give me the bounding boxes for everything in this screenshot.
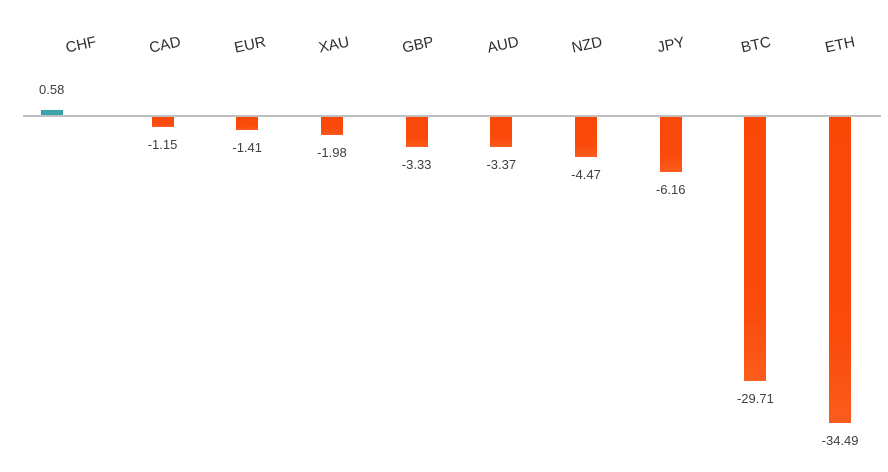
value-label-gbp: -3.33 — [401, 156, 432, 172]
category-label-aud: AUD — [485, 33, 520, 57]
category-label-jpy: JPY — [656, 33, 687, 57]
bar-cad — [151, 117, 174, 128]
category-label-cad: CAD — [148, 33, 183, 57]
bar-btc — [744, 117, 767, 381]
bar-gbp — [405, 117, 428, 147]
value-label-eur: -1.41 — [232, 139, 263, 155]
value-label-chf: 0.58 — [39, 81, 65, 97]
category-label-btc: BTC — [739, 33, 773, 57]
value-label-xau: -1.98 — [317, 144, 347, 160]
category-label-chf: CHF — [64, 33, 98, 57]
category-label-xau: XAU — [317, 33, 351, 57]
category-label-eth: ETH — [823, 33, 857, 57]
category-label-gbp: GBP — [401, 33, 436, 57]
value-label-btc: -29.71 — [736, 390, 774, 406]
bar-xau — [320, 117, 343, 135]
category-label-nzd: NZD — [570, 33, 604, 57]
value-label-nzd: -4.47 — [571, 166, 601, 182]
value-label-aud: -3.37 — [486, 156, 517, 172]
bar-nzd — [575, 117, 597, 157]
value-label-cad: -1.15 — [147, 137, 178, 153]
bar-aud — [490, 117, 513, 147]
bar-chf — [40, 109, 63, 115]
bar-eur — [236, 117, 259, 130]
value-label-eth: -34.49 — [821, 433, 859, 449]
category-label-eur: EUR — [232, 33, 267, 57]
bar-eth — [829, 117, 852, 424]
value-label-jpy: -6.16 — [655, 181, 686, 197]
x-axis-baseline — [23, 115, 881, 117]
bar-jpy — [659, 117, 682, 172]
